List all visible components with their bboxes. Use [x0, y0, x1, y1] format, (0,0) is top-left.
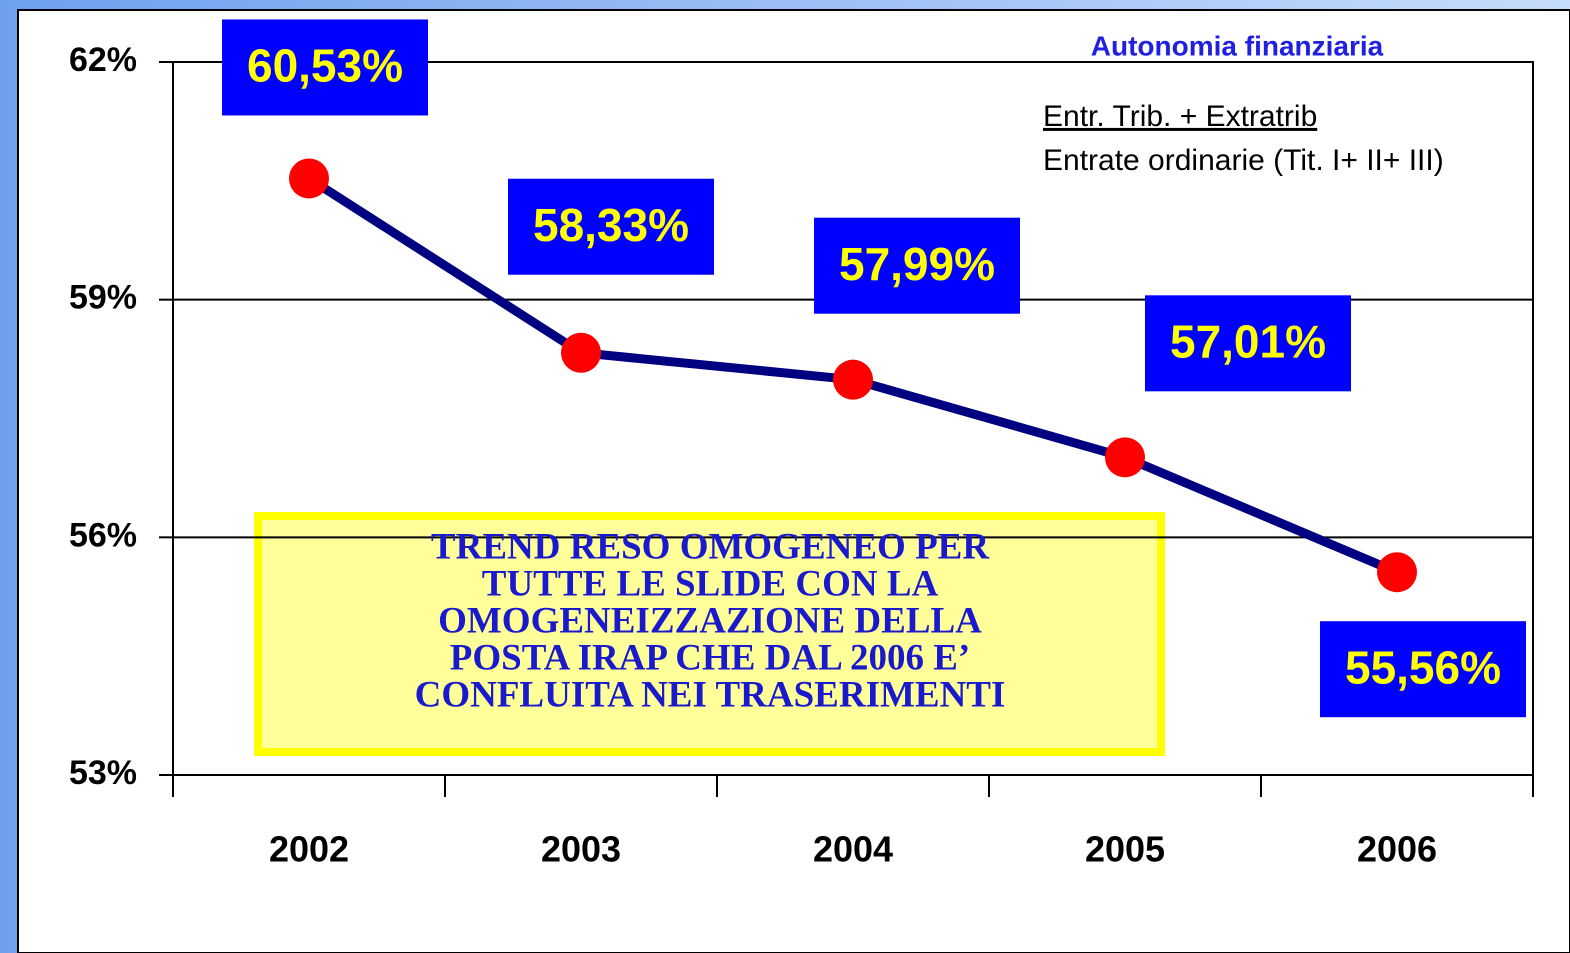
annotation-box: [254, 512, 1165, 756]
x-tick-label: 2004: [813, 829, 893, 870]
y-tick-label: 62%: [69, 41, 137, 79]
y-tick-label: 53%: [69, 754, 137, 792]
chart-title: Autonomia finanziaria: [1091, 30, 1384, 61]
marker: [289, 158, 329, 199]
value-label-box: [508, 178, 714, 275]
annotation-text: TUTTE LE SLIDE CON LA: [482, 563, 939, 604]
value-label-box: [1145, 295, 1351, 392]
value-label: 60,53%: [247, 40, 403, 92]
marker: [561, 332, 601, 373]
x-tick-label: 2006: [1357, 829, 1437, 870]
marker: [1377, 552, 1417, 593]
value-label: 55,56%: [1345, 641, 1501, 693]
x-tick-label: 2003: [541, 829, 621, 870]
marker: [1105, 437, 1145, 478]
value-label-box: [1320, 621, 1526, 718]
x-tick-label: 2005: [1085, 829, 1165, 870]
x-tick-label: 2002: [269, 829, 349, 870]
subtitle: Entr. Trib. + Extratrib: [1043, 100, 1317, 133]
annotation-text: POSTA IRAP CHE DAL 2006 E’: [450, 637, 970, 678]
y-tick-label: 56%: [69, 516, 137, 554]
y-tick-label: 59%: [69, 279, 137, 317]
marker: [833, 359, 873, 400]
annotation-text: OMOGENEIZZAZIONE DELLA: [438, 600, 982, 641]
value-label: 58,33%: [533, 199, 689, 251]
annotation-text: CONFLUITA NEI TRASERIMENTI: [415, 674, 1006, 715]
annotation-text: TREND RESO OMOGENEO PER: [431, 526, 990, 567]
value-label-box: [814, 217, 1020, 314]
value-label: 57,99%: [839, 238, 995, 290]
subtitle: Entrate ordinarie (Tit. I+ II+ III): [1043, 144, 1444, 177]
value-label: 57,01%: [1170, 315, 1326, 367]
value-label-box: [222, 19, 428, 116]
